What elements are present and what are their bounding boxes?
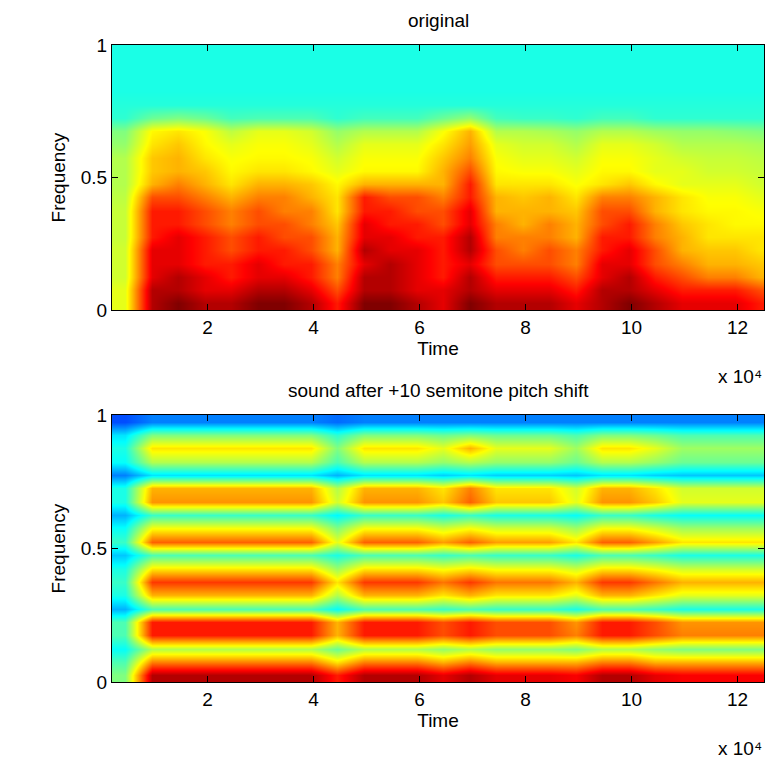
svg-text:6: 6 xyxy=(414,317,425,338)
svg-text:10: 10 xyxy=(621,317,642,338)
svg-text:2: 2 xyxy=(202,317,213,338)
svg-text:x 10⁴: x 10⁴ xyxy=(718,738,762,759)
svg-text:0.5: 0.5 xyxy=(81,167,107,188)
svg-text:1: 1 xyxy=(97,35,108,56)
svg-text:6: 6 xyxy=(414,689,425,710)
svg-text:12: 12 xyxy=(727,317,748,338)
svg-text:2: 2 xyxy=(202,689,213,710)
svg-text:0.5: 0.5 xyxy=(81,538,107,559)
svg-text:10: 10 xyxy=(621,689,642,710)
svg-text:x 10⁴: x 10⁴ xyxy=(718,366,762,387)
svg-text:1: 1 xyxy=(97,405,108,426)
svg-text:4: 4 xyxy=(308,689,319,710)
svg-text:sound after +10 semitone pitch: sound after +10 semitone pitch shift xyxy=(288,380,589,401)
svg-text:0: 0 xyxy=(97,300,108,321)
svg-text:0: 0 xyxy=(97,672,108,693)
svg-text:original: original xyxy=(408,10,469,31)
svg-text:8: 8 xyxy=(520,317,531,338)
svg-text:Time: Time xyxy=(417,710,459,731)
svg-text:Time: Time xyxy=(417,338,459,359)
svg-text:Frequency: Frequency xyxy=(48,132,69,222)
svg-text:8: 8 xyxy=(520,689,531,710)
svg-text:12: 12 xyxy=(727,689,748,710)
svg-text:4: 4 xyxy=(308,317,319,338)
svg-text:Frequency: Frequency xyxy=(48,503,69,593)
